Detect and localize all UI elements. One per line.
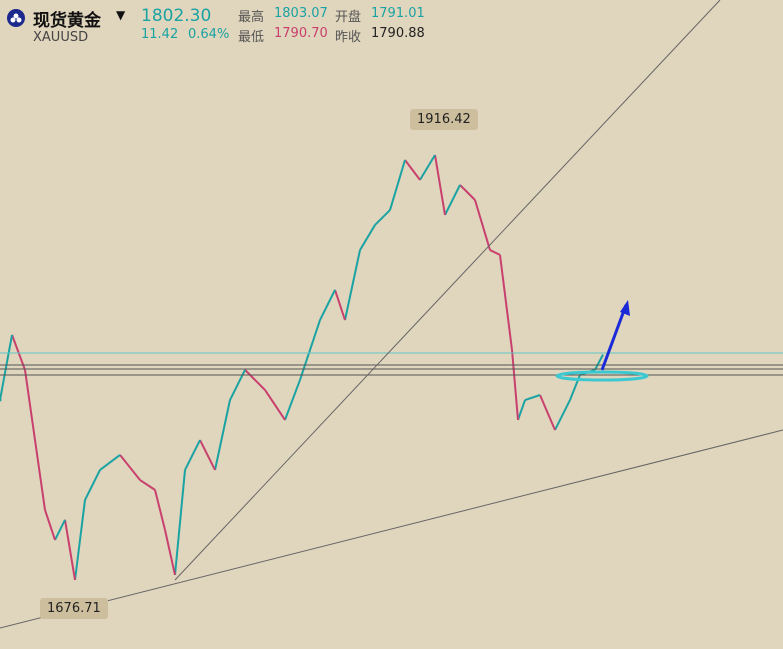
price-segment (54, 519, 66, 541)
price-segment (229, 369, 246, 401)
price-segment (284, 379, 301, 421)
price-segment (319, 289, 336, 321)
change: 11.42 (141, 27, 179, 42)
stat-value: 1803.07 (274, 6, 328, 21)
price-segment (24, 369, 36, 441)
dropdown-icon[interactable]: ▼ (116, 8, 126, 22)
price-segment (524, 394, 541, 401)
stat-label: 最低 (238, 30, 265, 45)
stat-label: 开盘 (335, 10, 362, 25)
high-label: 1916.42 (410, 109, 478, 130)
price-segment (44, 509, 56, 541)
price-segment (374, 209, 391, 226)
symbol: XAUUSD (33, 30, 89, 45)
price-segment (517, 399, 526, 421)
arrow (600, 304, 628, 371)
price-segment (334, 289, 346, 321)
price-segment (359, 224, 376, 251)
trend-line (0, 429, 783, 629)
instrument-name[interactable]: 现货黄金 (33, 11, 101, 31)
price-segment (214, 399, 231, 471)
price-segment (444, 184, 461, 216)
price-segment (264, 389, 286, 421)
price-segment (164, 529, 176, 576)
price-segment (389, 159, 406, 211)
price-segment (434, 154, 446, 216)
price-segment (344, 249, 361, 321)
stat-label: 最高 (238, 10, 265, 25)
price-segment (299, 319, 321, 381)
stat-value: 1790.88 (371, 26, 425, 41)
change-pct: 0.64% (188, 27, 230, 42)
price-segment (139, 479, 156, 491)
price-segment (474, 199, 491, 251)
price-segment (184, 439, 201, 471)
price-segment (489, 249, 501, 256)
price-segment (199, 439, 216, 471)
price-segment (0, 334, 13, 401)
price-segment (539, 394, 556, 431)
low-label: 1676.71 (40, 598, 108, 619)
price-segment (64, 519, 76, 581)
arrow-head (620, 300, 630, 316)
price-segment (74, 499, 86, 581)
price: 1802.30 (141, 6, 212, 26)
price-point (0, 398, 2, 402)
price-segment (511, 349, 519, 421)
trend-line (174, 0, 721, 581)
price-segment (99, 454, 121, 471)
stat-value: 1790.70 (274, 26, 328, 41)
price-segment (459, 184, 476, 201)
highlight-ellipse (555, 370, 649, 382)
price-segment (419, 154, 436, 181)
price-segment (499, 254, 513, 351)
price-segment (154, 489, 166, 531)
price-segment (174, 469, 186, 576)
price-segment (119, 454, 141, 481)
price-segment (594, 354, 604, 371)
price-segment (84, 469, 101, 501)
logo (7, 9, 25, 27)
stat-label: 昨收 (335, 30, 362, 45)
price-segment (404, 159, 421, 181)
price-segment (554, 399, 571, 431)
stat-value: 1791.01 (371, 6, 425, 21)
price-segment (11, 334, 26, 371)
price-segment (34, 439, 46, 511)
price-segment (244, 369, 266, 391)
